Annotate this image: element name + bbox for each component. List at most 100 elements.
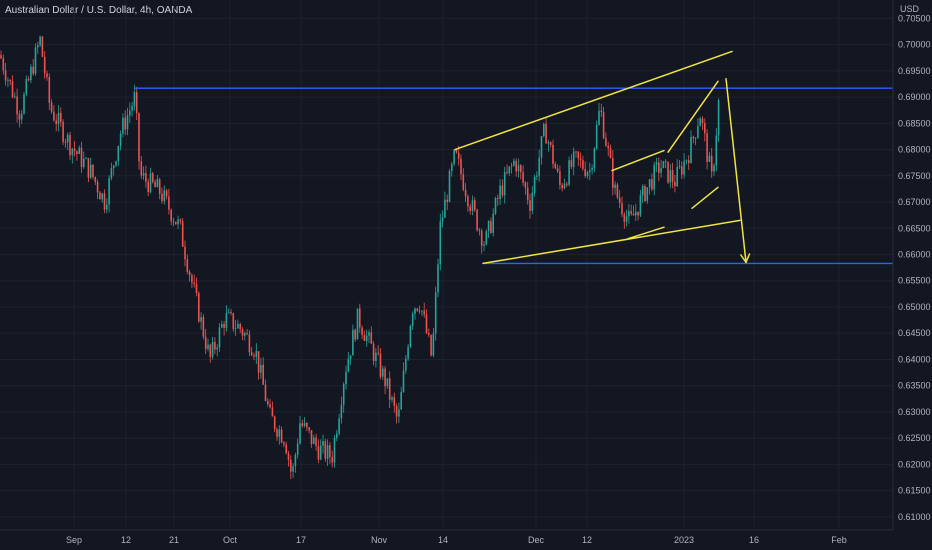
candle-body [202, 317, 205, 337]
candle-body [460, 158, 462, 175]
candle-body [221, 324, 223, 328]
candle-body [69, 134, 71, 156]
trend-line[interactable] [627, 226, 665, 240]
candle-body [529, 200, 531, 211]
candle-body [140, 161, 143, 176]
candle-body [478, 230, 481, 231]
candle-body [322, 441, 324, 446]
candle-body [193, 282, 195, 285]
candle-body [451, 164, 453, 172]
candle-body [301, 423, 304, 426]
candle-body [566, 183, 568, 185]
candle-body [713, 165, 715, 172]
trend-line[interactable] [691, 186, 719, 210]
y-tick-label: 0.68000 [898, 145, 931, 155]
candle-body [609, 148, 612, 158]
candle-body [524, 182, 527, 188]
candle-body [710, 155, 713, 172]
x-tick-label: 2023 [674, 535, 694, 545]
candle-body [145, 173, 147, 182]
candle-body [27, 78, 30, 81]
candle-body [290, 459, 292, 472]
candle-body [448, 171, 451, 202]
candle-body [715, 135, 718, 166]
candle-body [653, 164, 655, 190]
candle-body [262, 364, 264, 385]
candle-body [186, 259, 189, 272]
candles [0, 35, 720, 480]
candle-body [110, 168, 113, 179]
y-tick-label: 0.63000 [898, 407, 931, 417]
candle-body [96, 181, 99, 193]
y-tick-label: 0.66500 [898, 223, 931, 233]
candle-body [80, 147, 83, 168]
candle-body [388, 378, 391, 400]
candle-body [154, 181, 156, 188]
candle-body [467, 196, 469, 207]
candle-body [432, 333, 435, 356]
arrow-shaft[interactable] [725, 77, 747, 264]
y-tick-label: 0.66000 [898, 250, 931, 260]
candle-body [616, 184, 619, 198]
candle-body [207, 344, 209, 349]
candle-body [352, 329, 354, 356]
candle-body [520, 165, 522, 173]
candle-body [545, 123, 547, 144]
candle-body [172, 221, 175, 223]
trend-line[interactable] [667, 80, 719, 153]
time-axis[interactable]: Sep 12 21 Oct 17 Nov 14 Dec 12 2023 16 Feb [66, 535, 847, 545]
trend-line[interactable] [454, 50, 733, 151]
candle-body [124, 117, 126, 130]
candle-body [554, 163, 557, 169]
trend-line[interactable] [611, 149, 665, 172]
candle-body [568, 160, 570, 185]
candle-body [694, 137, 697, 139]
candle-body [579, 158, 582, 161]
candle-body [577, 151, 580, 159]
candle-body [103, 193, 106, 210]
candle-body [515, 160, 517, 172]
y-tick-label: 0.69500 [898, 66, 931, 76]
chart-title: Australian Dollar / U.S. Dollar, 4h, OAN… [5, 5, 193, 16]
candle-body [402, 370, 405, 392]
candle-body [163, 190, 166, 202]
candle-body [92, 164, 94, 177]
candle-body [690, 136, 692, 164]
candle-body [48, 77, 51, 103]
candle-body [76, 151, 78, 155]
candle-body [89, 164, 92, 178]
candle-body [244, 333, 246, 336]
candle-body [294, 454, 297, 467]
candle-body [85, 158, 87, 159]
price-axis[interactable]: 0.70500 0.70000 0.69500 0.69000 0.68500 0.680… [898, 13, 931, 522]
candle-body [683, 160, 685, 175]
horizontal-levels [135, 87, 893, 265]
candle-body [285, 444, 287, 454]
candle-body [612, 157, 614, 188]
trend-line[interactable] [482, 219, 741, 265]
candle-body [161, 193, 163, 202]
candle-body [595, 124, 598, 149]
x-tick-label: 12 [121, 535, 131, 545]
candle-body [485, 231, 488, 245]
candle-body [269, 404, 271, 408]
candle-body [336, 433, 338, 438]
candle-body [559, 171, 561, 185]
candle-body [444, 199, 446, 218]
y-tick-label: 0.67000 [898, 197, 931, 207]
candle-body [497, 198, 499, 200]
candle-body [655, 162, 658, 165]
candle-body [204, 336, 207, 349]
candle-body [462, 174, 465, 190]
arrow-head[interactable] [740, 253, 751, 264]
candle-body [129, 110, 131, 116]
candle-body [250, 352, 253, 356]
candle-body [303, 422, 306, 426]
candle-body [536, 175, 538, 177]
candle-body [349, 355, 352, 359]
candle-body [218, 327, 221, 348]
x-tick-label: 14 [438, 535, 448, 545]
y-tick-label: 0.64500 [898, 328, 931, 338]
candle-body [685, 160, 688, 161]
